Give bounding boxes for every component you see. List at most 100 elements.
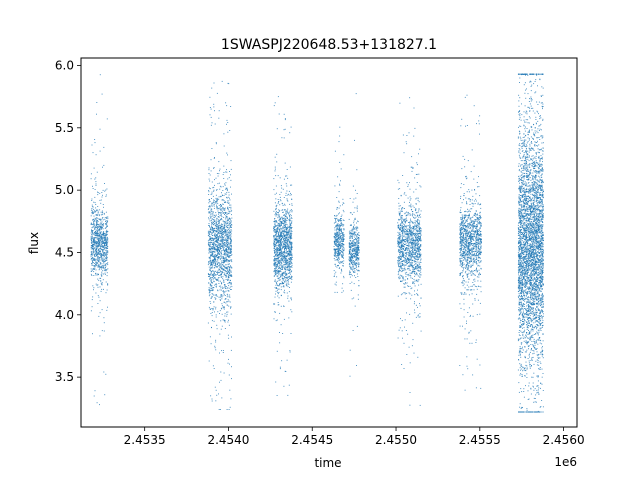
data-point [224, 209, 226, 211]
data-point [333, 275, 335, 277]
data-point [230, 255, 232, 256]
data-point [97, 192, 99, 194]
data-point [93, 254, 95, 256]
data-point [215, 274, 217, 276]
data-point [100, 280, 102, 282]
data-point [341, 270, 343, 272]
data-point [274, 193, 276, 195]
data-point [106, 118, 108, 120]
data-point [280, 324, 282, 326]
data-point [101, 273, 103, 275]
data-point [217, 199, 219, 201]
data-point [355, 93, 357, 95]
data-point [216, 328, 218, 330]
data-point [339, 227, 341, 229]
data-point [349, 264, 351, 266]
data-point [290, 278, 292, 280]
data-point [209, 265, 211, 267]
data-point [223, 133, 225, 135]
data-point [212, 250, 214, 252]
data-point [222, 174, 224, 175]
data-point [214, 216, 216, 218]
data-point [216, 204, 217, 206]
data-point [354, 139, 355, 141]
data-point [216, 254, 218, 256]
data-point [221, 303, 223, 305]
data-point [211, 227, 213, 229]
data-point [218, 270, 220, 272]
data-point [92, 262, 94, 264]
data-point [226, 304, 228, 306]
data-point [231, 286, 233, 288]
data-point [277, 249, 279, 251]
data-point [209, 242, 211, 244]
data-point [417, 237, 418, 239]
data-point [94, 232, 95, 233]
data-point [349, 248, 351, 250]
data-point [220, 215, 222, 217]
data-point [358, 249, 360, 251]
data-point [337, 240, 339, 242]
data-point [230, 204, 232, 206]
data-point [290, 225, 292, 227]
data-point [276, 287, 277, 288]
data-point [223, 308, 225, 310]
data-point [98, 269, 100, 271]
data-point [342, 198, 344, 200]
data-point [99, 253, 101, 255]
data-point [102, 266, 104, 268]
data-point [342, 255, 344, 256]
data-point [283, 239, 285, 240]
data-point [221, 313, 223, 315]
data-point [106, 247, 108, 249]
data-point [214, 347, 216, 349]
data-point [275, 207, 277, 209]
data-point [340, 230, 342, 232]
data-point [280, 271, 282, 273]
data-point [105, 264, 106, 266]
data-point [210, 274, 211, 276]
data-point [215, 298, 217, 300]
data-point [287, 211, 289, 213]
data-point [219, 262, 220, 264]
data-point [98, 232, 100, 234]
data-point [220, 285, 222, 287]
data-point [411, 247, 413, 249]
data-point [94, 239, 96, 241]
data-point [343, 241, 344, 242]
data-point [102, 251, 104, 253]
data-point [213, 207, 215, 209]
data-point [213, 261, 215, 263]
data-point [341, 245, 342, 247]
data-point [229, 235, 231, 237]
data-point [339, 237, 341, 239]
data-point [226, 189, 228, 191]
data-point [401, 227, 403, 229]
data-point [278, 215, 280, 217]
data-point [99, 74, 101, 76]
data-point [351, 268, 353, 270]
data-point [275, 212, 277, 214]
data-point [221, 296, 223, 298]
data-point [412, 240, 414, 242]
data-point [282, 275, 284, 277]
data-point [106, 251, 108, 253]
data-point [230, 210, 232, 212]
data-point [229, 274, 231, 276]
data-point [411, 250, 413, 252]
data-point [278, 242, 280, 244]
data-point [355, 243, 357, 245]
data-point [214, 267, 216, 269]
data-point [281, 244, 283, 246]
data-point [281, 218, 283, 220]
data-point [352, 245, 354, 247]
data-point [337, 259, 339, 261]
data-point [230, 284, 232, 286]
data-point [273, 259, 275, 261]
data-point [410, 166, 412, 168]
data-point [334, 250, 336, 252]
data-point [338, 227, 340, 229]
data-point [209, 206, 211, 208]
data-point [355, 251, 357, 253]
data-point [226, 246, 228, 248]
